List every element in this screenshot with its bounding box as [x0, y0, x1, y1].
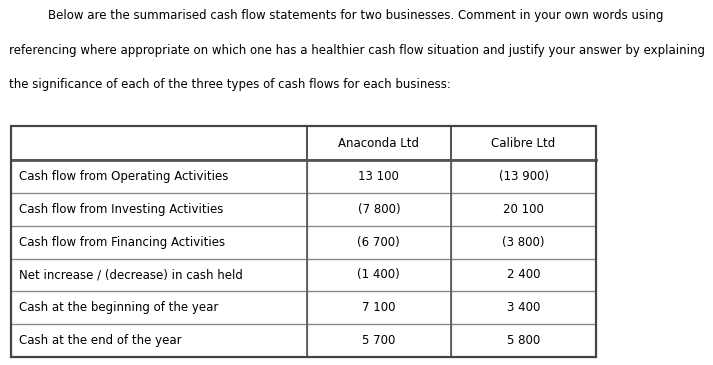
Bar [307, 126, 451, 160]
Bar [451, 126, 596, 160]
Text: (1 400): (1 400) [357, 268, 400, 281]
Bar [11, 126, 596, 357]
Text: Net increase / (decrease) in cash held: Net increase / (decrease) in cash held [19, 268, 242, 281]
Bar [451, 291, 596, 324]
Text: 20 100: 20 100 [503, 203, 544, 216]
Text: (13 900): (13 900) [498, 170, 548, 183]
Text: 2 400: 2 400 [507, 268, 540, 281]
Bar [11, 193, 307, 226]
Text: 5 800: 5 800 [507, 334, 540, 347]
Text: Calibre Ltd: Calibre Ltd [491, 137, 555, 150]
Text: the significance of each of the three types of cash flows for each business:: the significance of each of the three ty… [9, 78, 451, 92]
Bar [307, 324, 451, 357]
Text: Below are the summarised cash flow statements for two businesses. Comment in you: Below are the summarised cash flow state… [48, 9, 664, 22]
Bar [451, 226, 596, 258]
Text: Cash flow from Financing Activities: Cash flow from Financing Activities [19, 236, 225, 249]
Text: 13 100: 13 100 [359, 170, 399, 183]
Bar [11, 324, 307, 357]
Bar [451, 160, 596, 193]
Bar [451, 324, 596, 357]
Text: Cash at the beginning of the year: Cash at the beginning of the year [19, 301, 218, 314]
Text: Cash flow from Operating Activities: Cash flow from Operating Activities [19, 170, 228, 183]
Text: 3 400: 3 400 [507, 301, 540, 314]
Bar [11, 160, 307, 193]
Bar [11, 126, 307, 160]
Bar [307, 258, 451, 291]
Text: (3 800): (3 800) [503, 236, 545, 249]
Bar [11, 258, 307, 291]
Bar [11, 291, 307, 324]
Text: 5 700: 5 700 [362, 334, 396, 347]
Bar [307, 291, 451, 324]
Bar [451, 193, 596, 226]
Bar [307, 193, 451, 226]
Text: Cash flow from Investing Activities: Cash flow from Investing Activities [19, 203, 223, 216]
Text: Anaconda Ltd: Anaconda Ltd [339, 137, 419, 150]
Bar [307, 226, 451, 258]
Text: 7 100: 7 100 [362, 301, 396, 314]
Bar [11, 226, 307, 258]
Text: (7 800): (7 800) [357, 203, 400, 216]
Bar [451, 258, 596, 291]
Text: (6 700): (6 700) [357, 236, 400, 249]
Text: referencing where appropriate on which one has a healthier cash flow situation a: referencing where appropriate on which o… [9, 44, 704, 57]
Text: Cash at the end of the year: Cash at the end of the year [19, 334, 181, 347]
Bar [307, 160, 451, 193]
